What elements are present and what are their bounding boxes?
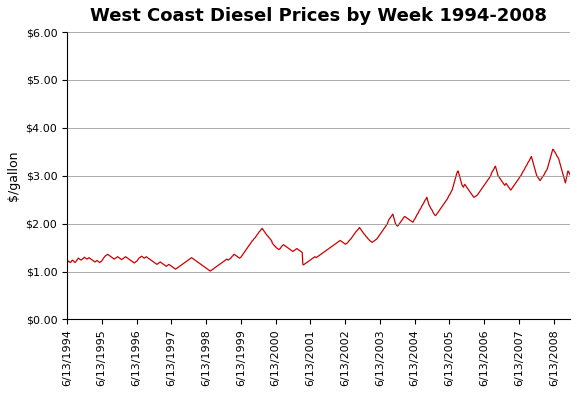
Y-axis label: $/gallon: $/gallon <box>7 151 20 201</box>
Title: West Coast Diesel Prices by Week 1994-2008: West Coast Diesel Prices by Week 1994-20… <box>90 7 547 25</box>
